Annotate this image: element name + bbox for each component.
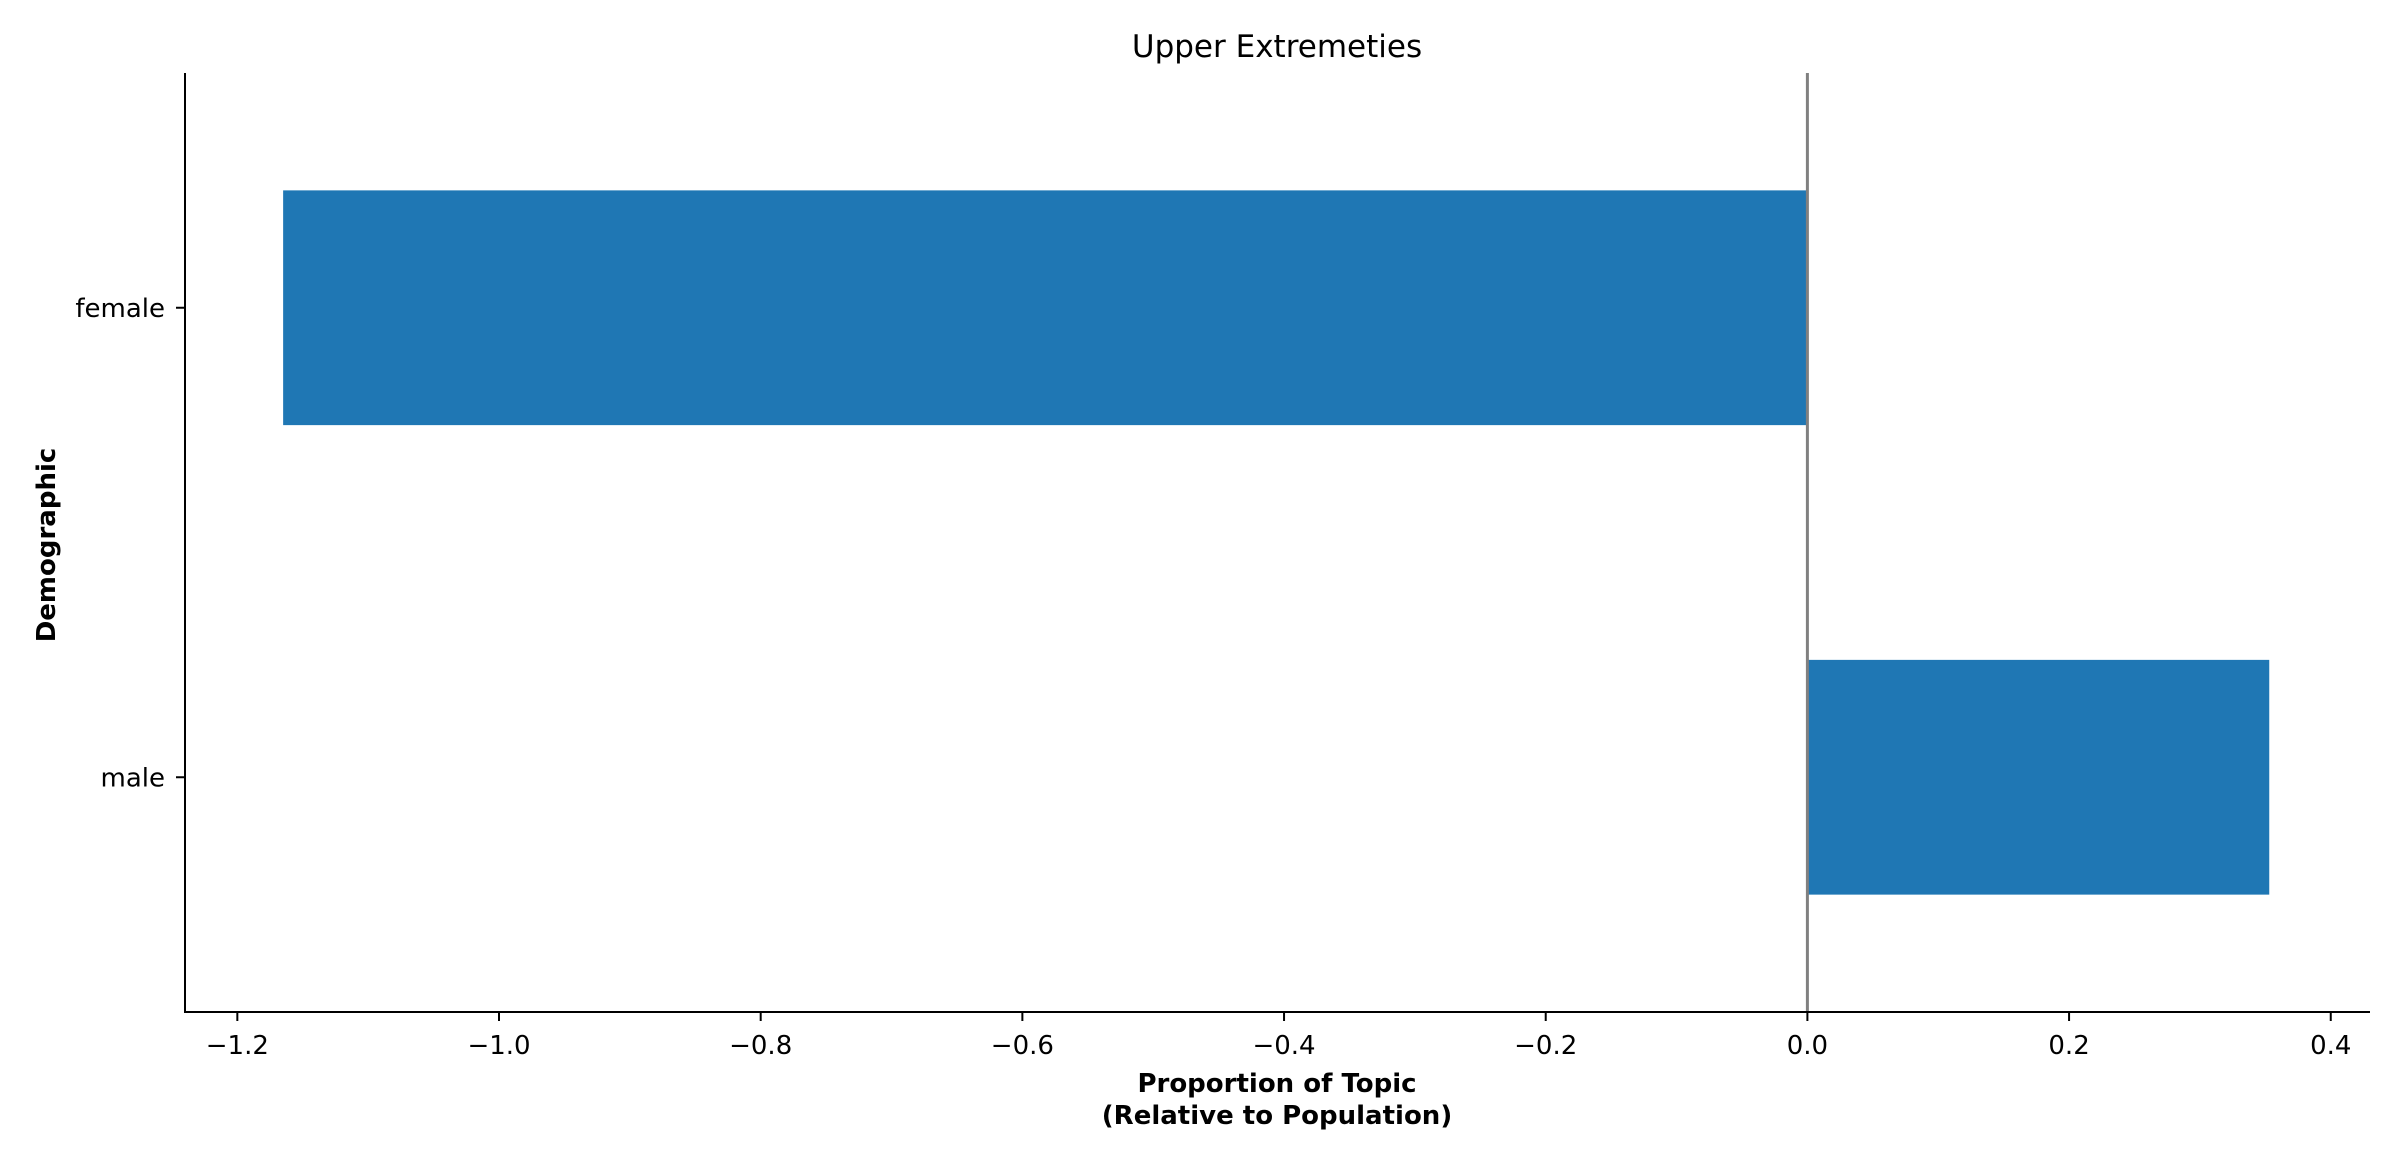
x-tick-label: −0.2	[1514, 1031, 1577, 1061]
x-axis-label-line1: Proportion of Topic	[1137, 1069, 1416, 1099]
y-tick-label: male	[101, 763, 165, 793]
x-tick-label: 0.2	[2048, 1031, 2089, 1061]
x-tick-label: −1.2	[206, 1031, 269, 1061]
x-tick-label: 0.0	[1787, 1031, 1828, 1061]
x-axis-label-line2: (Relative to Population)	[1102, 1101, 1452, 1131]
x-tick-label: −1.0	[467, 1031, 530, 1061]
bar-female	[283, 190, 1808, 426]
y-axis-label: Demographic	[32, 448, 62, 643]
bars-layer	[283, 190, 2270, 895]
x-tick-label: 0.4	[2310, 1031, 2351, 1061]
y-tick-label: female	[75, 294, 165, 324]
x-tick-label: −0.8	[729, 1031, 792, 1061]
bar-male	[1807, 659, 2270, 895]
x-tick-label: −0.4	[1252, 1031, 1315, 1061]
chart-title: Upper Extremeties	[1132, 29, 1422, 65]
x-tick-label: −0.6	[991, 1031, 1054, 1061]
x-ticks-layer: −1.2 −1.0 −0.8 −0.6 −0.4 −0.2 0.0 0.2 0.4	[206, 1012, 2351, 1061]
y-ticks-layer: female male	[75, 294, 185, 793]
